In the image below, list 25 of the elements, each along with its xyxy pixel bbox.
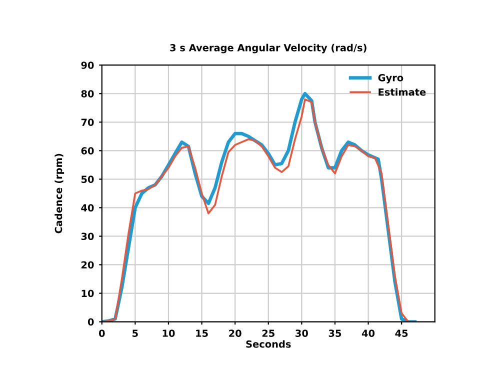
y-tick-label: 70 bbox=[81, 118, 94, 126]
x-tick-label: 25 bbox=[262, 330, 274, 337]
x-tick-label: 20 bbox=[229, 330, 242, 337]
x-tick-label: 15 bbox=[196, 330, 208, 337]
x-tick-label: 45 bbox=[395, 330, 408, 337]
x-tick-label: 10 bbox=[162, 330, 175, 337]
x-tick-label: 30 bbox=[296, 330, 308, 337]
x-axis-title: Seconds bbox=[246, 340, 291, 348]
y-axis-title: Cadence (rpm) bbox=[54, 154, 64, 234]
y-tick-label: 40 bbox=[81, 204, 94, 212]
y-tick-label: 20 bbox=[81, 261, 94, 269]
legend-label: Estimate bbox=[378, 88, 426, 96]
y-tick-label: 90 bbox=[81, 62, 94, 69]
y-tick-label: 10 bbox=[82, 290, 94, 298]
y-tick-label: 50 bbox=[81, 176, 94, 184]
x-tick-label: 5 bbox=[132, 330, 138, 337]
y-tick-label: 30 bbox=[81, 232, 94, 240]
y-tick-label: 60 bbox=[81, 147, 94, 154]
x-tick-label: 0 bbox=[98, 330, 105, 337]
y-tick-label: 0 bbox=[88, 318, 94, 326]
legend-label: Gyro bbox=[378, 74, 404, 84]
x-tick-label: 40 bbox=[362, 330, 375, 337]
x-tick-label: 35 bbox=[328, 330, 342, 337]
y-tick-label: 80 bbox=[81, 90, 94, 98]
chart-title: 3 s Average Angular Velocity (rad/s) bbox=[170, 44, 366, 54]
